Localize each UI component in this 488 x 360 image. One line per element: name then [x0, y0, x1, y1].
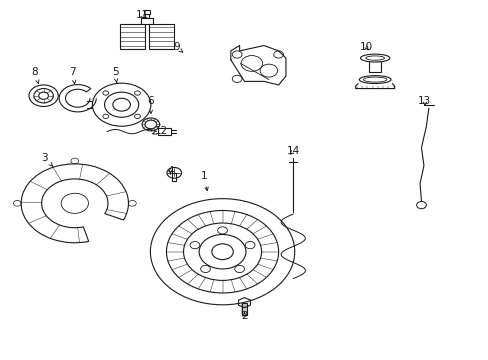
Bar	[242, 303, 246, 315]
Bar	[149, 24, 174, 49]
Text: 10: 10	[359, 42, 372, 52]
Text: 13: 13	[417, 96, 430, 106]
Text: 8: 8	[31, 67, 39, 84]
Bar	[143, 10, 150, 14]
Text: 12: 12	[152, 126, 168, 135]
Bar	[120, 24, 145, 49]
Bar	[141, 18, 153, 24]
Text: 9: 9	[173, 42, 183, 52]
Bar	[158, 128, 171, 135]
Text: 2: 2	[241, 311, 247, 321]
Text: 7: 7	[69, 67, 76, 84]
Text: 3: 3	[41, 153, 53, 166]
Text: 11: 11	[135, 10, 148, 20]
Text: 5: 5	[112, 67, 119, 83]
Text: 6: 6	[147, 96, 154, 113]
Text: 4: 4	[167, 166, 173, 176]
Text: 14: 14	[286, 146, 299, 156]
Bar	[172, 173, 176, 181]
Text: 1: 1	[201, 171, 208, 191]
